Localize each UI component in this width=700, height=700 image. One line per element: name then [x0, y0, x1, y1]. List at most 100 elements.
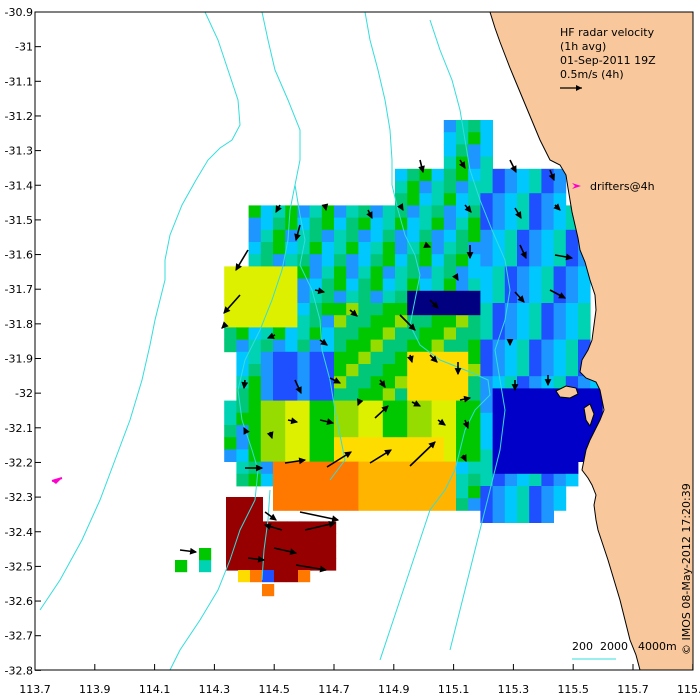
radar-cell: [529, 229, 542, 243]
radar-cell: [334, 254, 347, 267]
radar-cell: [480, 242, 493, 255]
depth-scale-2000: 2000: [600, 640, 628, 653]
radar-cell: [273, 339, 286, 353]
radar-cell: [431, 376, 445, 389]
radar-cell: [382, 339, 396, 353]
radar-cell: [310, 484, 323, 497]
radar-cell: [529, 278, 542, 292]
radar-cell: [578, 327, 591, 340]
land-mass: [489, 11, 694, 671]
radar-cell: [541, 315, 554, 328]
radar-cell: [260, 437, 274, 450]
radar-cell: [273, 327, 286, 340]
radar-cell: [395, 339, 408, 353]
radar-cell: [443, 327, 457, 340]
radar-cell: [321, 315, 335, 328]
radar-cell: [456, 217, 469, 231]
radar-cell: [480, 412, 493, 426]
radar-cell: [382, 461, 396, 475]
radar-cell: [456, 339, 469, 353]
radar-cell: [395, 217, 408, 231]
radar-cell: [492, 473, 506, 487]
radar-cell: [517, 412, 530, 426]
velocity-arrow: [321, 203, 329, 212]
radar-cell: [419, 315, 432, 328]
radar-cell: [321, 437, 335, 450]
radar-cell: [578, 425, 591, 438]
radar-cell: [382, 498, 396, 511]
velocity-arrow: [378, 379, 386, 388]
radar-cell: [346, 425, 359, 438]
radar-cell: [504, 364, 518, 377]
velocity-arrow: [329, 377, 342, 384]
radar-cell: [443, 303, 457, 316]
radar-cell: [370, 437, 384, 450]
radar-cell: [334, 364, 347, 377]
radar-cell: [504, 400, 518, 414]
radar-cell: [238, 521, 251, 534]
radar-cell: [529, 242, 542, 255]
radar-cell: [443, 229, 457, 243]
radar-cell: [504, 278, 518, 292]
radar-cell: [517, 376, 530, 389]
radar-cell: [358, 351, 371, 365]
radar-cell: [248, 376, 262, 389]
radar-cell: [541, 290, 554, 304]
radar-cell: [468, 120, 481, 133]
drifters-label: drifters@4h: [590, 180, 655, 193]
radar-cell: [431, 242, 445, 255]
radar-cell: [492, 327, 506, 340]
radar-cell: [407, 486, 420, 499]
y-tick-label: -30.9: [5, 6, 33, 19]
radar-cell: [236, 327, 249, 340]
radar-cell: [370, 303, 384, 316]
radar-cell: [274, 558, 288, 571]
radar-cell: [285, 376, 298, 389]
radar-cell: [250, 521, 263, 534]
radar-cell: [431, 449, 445, 462]
radar-cell: [224, 266, 237, 279]
radar-cell: [260, 412, 274, 426]
radar-cell: [541, 339, 554, 353]
radar-cell: [346, 217, 359, 231]
radar-cell: [419, 425, 432, 438]
radar-cell: [370, 461, 384, 475]
credit-text: © IMOS 08-May-2012 17:20:39: [680, 483, 693, 655]
radar-cell: [250, 533, 263, 547]
radar-cell: [456, 473, 469, 487]
radar-cell: [456, 242, 469, 255]
radar-cell: [334, 425, 347, 438]
y-tick-label: -32.1: [5, 422, 33, 435]
radar-cell: [273, 461, 286, 475]
radar-cell: [517, 315, 530, 328]
radar-cell: [358, 437, 371, 450]
radar-cell: [260, 315, 274, 328]
radar-cell: [250, 570, 263, 583]
velocity-arrow: [245, 464, 264, 472]
radar-cell: [224, 339, 237, 353]
radar-cell: [321, 327, 335, 340]
radar-cell: [443, 400, 457, 414]
radar-cell: [273, 498, 286, 511]
radar-cell: [443, 425, 457, 438]
radar-cell: [468, 290, 481, 304]
x-tick-label: 115.9: [677, 683, 700, 696]
radar-cell: [553, 242, 567, 255]
y-tick-label: -32.7: [5, 630, 33, 643]
radar-cell: [443, 461, 457, 475]
radar-cell: [529, 168, 542, 182]
radar-cell: [358, 242, 371, 255]
radar-cell: [285, 449, 298, 462]
radar-cell: [395, 327, 408, 340]
velocity-arrow: [263, 523, 283, 531]
velocity-arrow: [366, 209, 373, 220]
velocity-arrow: [454, 362, 462, 376]
radar-cell: [480, 364, 493, 377]
radar-cell: [287, 533, 300, 547]
radar-cell: [236, 339, 249, 353]
radar-cell: [334, 205, 347, 218]
radar-cell: [395, 181, 408, 194]
velocity-arrow: [223, 294, 241, 314]
radar-cell: [456, 437, 469, 450]
radar-cell: [517, 461, 530, 475]
